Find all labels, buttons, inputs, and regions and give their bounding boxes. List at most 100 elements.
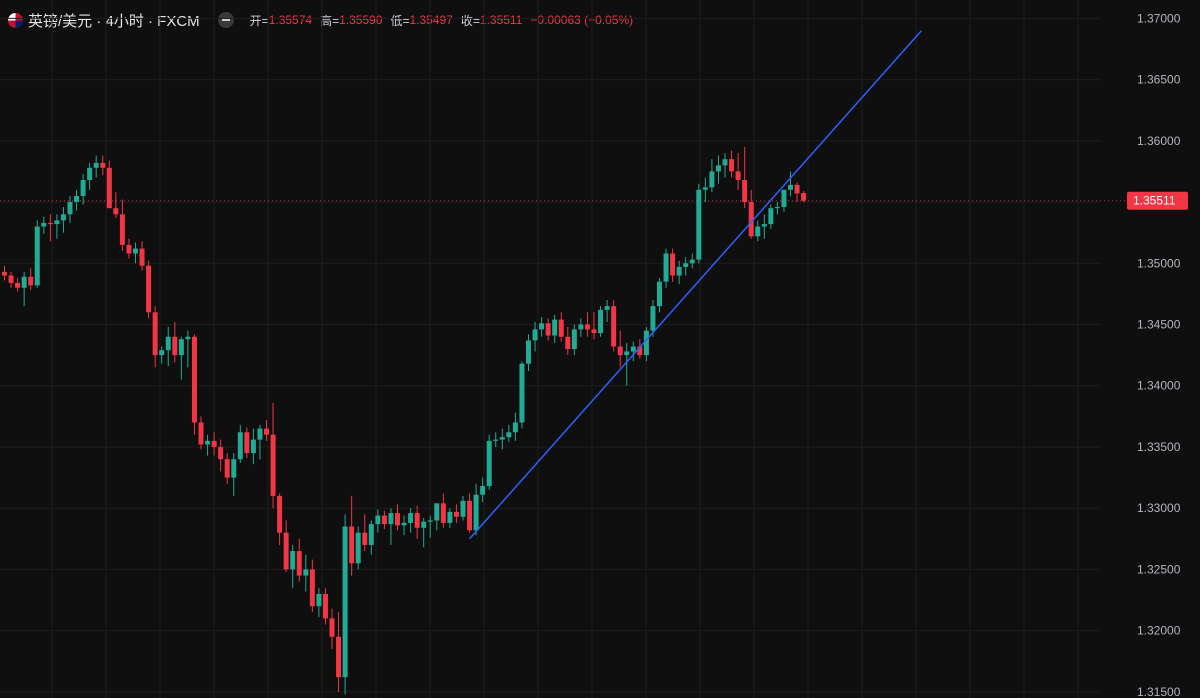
candle-body-up [506,432,512,438]
candle-body-up [460,500,466,517]
candle-body-down [2,271,7,276]
symbol-title[interactable]: 英镑/美元 · 4小时 · FXCM [28,12,200,30]
change-value: −0.00063 (−0.05%) [530,13,634,27]
candle-body-up [355,532,361,564]
candle-body-down [244,432,250,454]
candle-body-down [191,336,197,423]
candle-body-down [381,515,387,525]
candle-body-up [159,350,165,356]
candle-body-down [591,329,597,334]
candle-body-down [113,208,119,215]
candle-body-up [709,171,715,188]
price-tick-label: 1.36000 [1137,134,1181,148]
trendline-layer[interactable] [468,30,923,540]
candle-body-up [519,363,525,423]
trendline[interactable] [468,30,923,540]
price-tick-label: 1.32500 [1137,562,1181,576]
candle-body-up [781,189,787,207]
candle-body-down [637,346,643,356]
candle-body-up [539,323,545,330]
low-label: 低= [390,13,410,28]
candle-body-down [283,532,289,570]
candle-body-down [729,159,735,172]
candle-body-down [139,248,145,266]
candle-body-down [277,495,283,533]
candle-body-up [178,339,184,356]
candle-body-up [290,551,296,570]
candle-body-down [453,511,459,517]
minus-icon [221,19,230,21]
candle-body-up [532,329,538,341]
candle-body-up [552,319,558,336]
close-label: 收= [460,13,480,28]
candle-body-up [427,520,433,522]
open-value: 1.35574 [268,13,313,27]
candle-body-up [67,202,73,215]
candle-body-down [152,312,158,356]
candle-body-down [611,306,617,347]
candle-body-up [683,263,689,267]
candle-body-down [545,323,551,336]
candle-body-up [657,281,662,307]
candle-body-down [467,500,473,531]
price-tick-label: 1.33500 [1137,440,1181,454]
candle-body-up [499,437,505,440]
candle-body-down [748,202,754,237]
candle-body-down [100,162,106,168]
candle-body-up [571,329,577,349]
candle-body-down [126,244,132,254]
open-label: 开= [249,13,269,28]
candle-body-up [93,162,99,168]
candle-body-down [742,180,748,203]
candle-body-up [722,159,728,166]
candle-body-up [434,503,440,521]
candle-body-up [702,187,708,190]
candle-body-up [512,422,518,433]
candle-body-down [735,171,741,181]
candle-body-down [296,551,302,576]
price-tick-label: 1.35000 [1137,256,1181,270]
candle-body-up [480,486,486,495]
candle-body-up [761,224,767,227]
high-label: 高= [320,13,340,28]
last-price-label: 1.35511 [1133,194,1176,208]
candle-body-up [578,324,584,330]
candle-body-up [421,521,427,528]
candle-body-up [643,330,649,356]
hide-legend-button[interactable] [217,12,234,28]
candle-body-up [689,259,695,264]
candle-body-up [663,253,669,282]
candle-body-down [172,336,178,356]
candle-body-up [133,248,138,254]
candle-body-up [755,226,761,237]
candle-body-up [303,569,309,576]
candle-body-down [224,459,230,478]
candle-body-down [584,324,590,330]
candle-body-up [696,189,702,260]
candle-body-up [630,346,636,352]
price-tick-label: 1.36500 [1137,73,1181,87]
candle-body-up [624,351,630,356]
last-price-badge [1127,191,1188,210]
price-tick-label: 1.31500 [1137,685,1181,698]
candle-body-down [801,192,807,201]
price-axis[interactable]: 1.370001.365001.360001.355001.350001.345… [1127,11,1188,698]
price-tick-label: 1.37000 [1137,11,1181,25]
candle-body-down [270,434,276,496]
candle-body-down [794,184,800,194]
candle-body-up [788,184,793,190]
close-value: 1.35511 [479,13,523,27]
candle-body-down [349,526,355,564]
candle-body-up [676,266,682,276]
candle-body-up [604,306,610,310]
candle-body-up [473,494,479,531]
candle-body-up [257,428,263,440]
low-value: 1.35497 [409,13,453,27]
candle-body-down [264,428,269,435]
chart-legend-header: 英镑/美元 · 4小时 · FXCM 开= 1.35574 高= 1.35590 低… [0,0,1100,40]
candle-body-up [388,513,394,525]
candle-body-up [342,526,348,678]
candle-body-up [408,513,414,523]
candle-body-down [47,222,53,225]
